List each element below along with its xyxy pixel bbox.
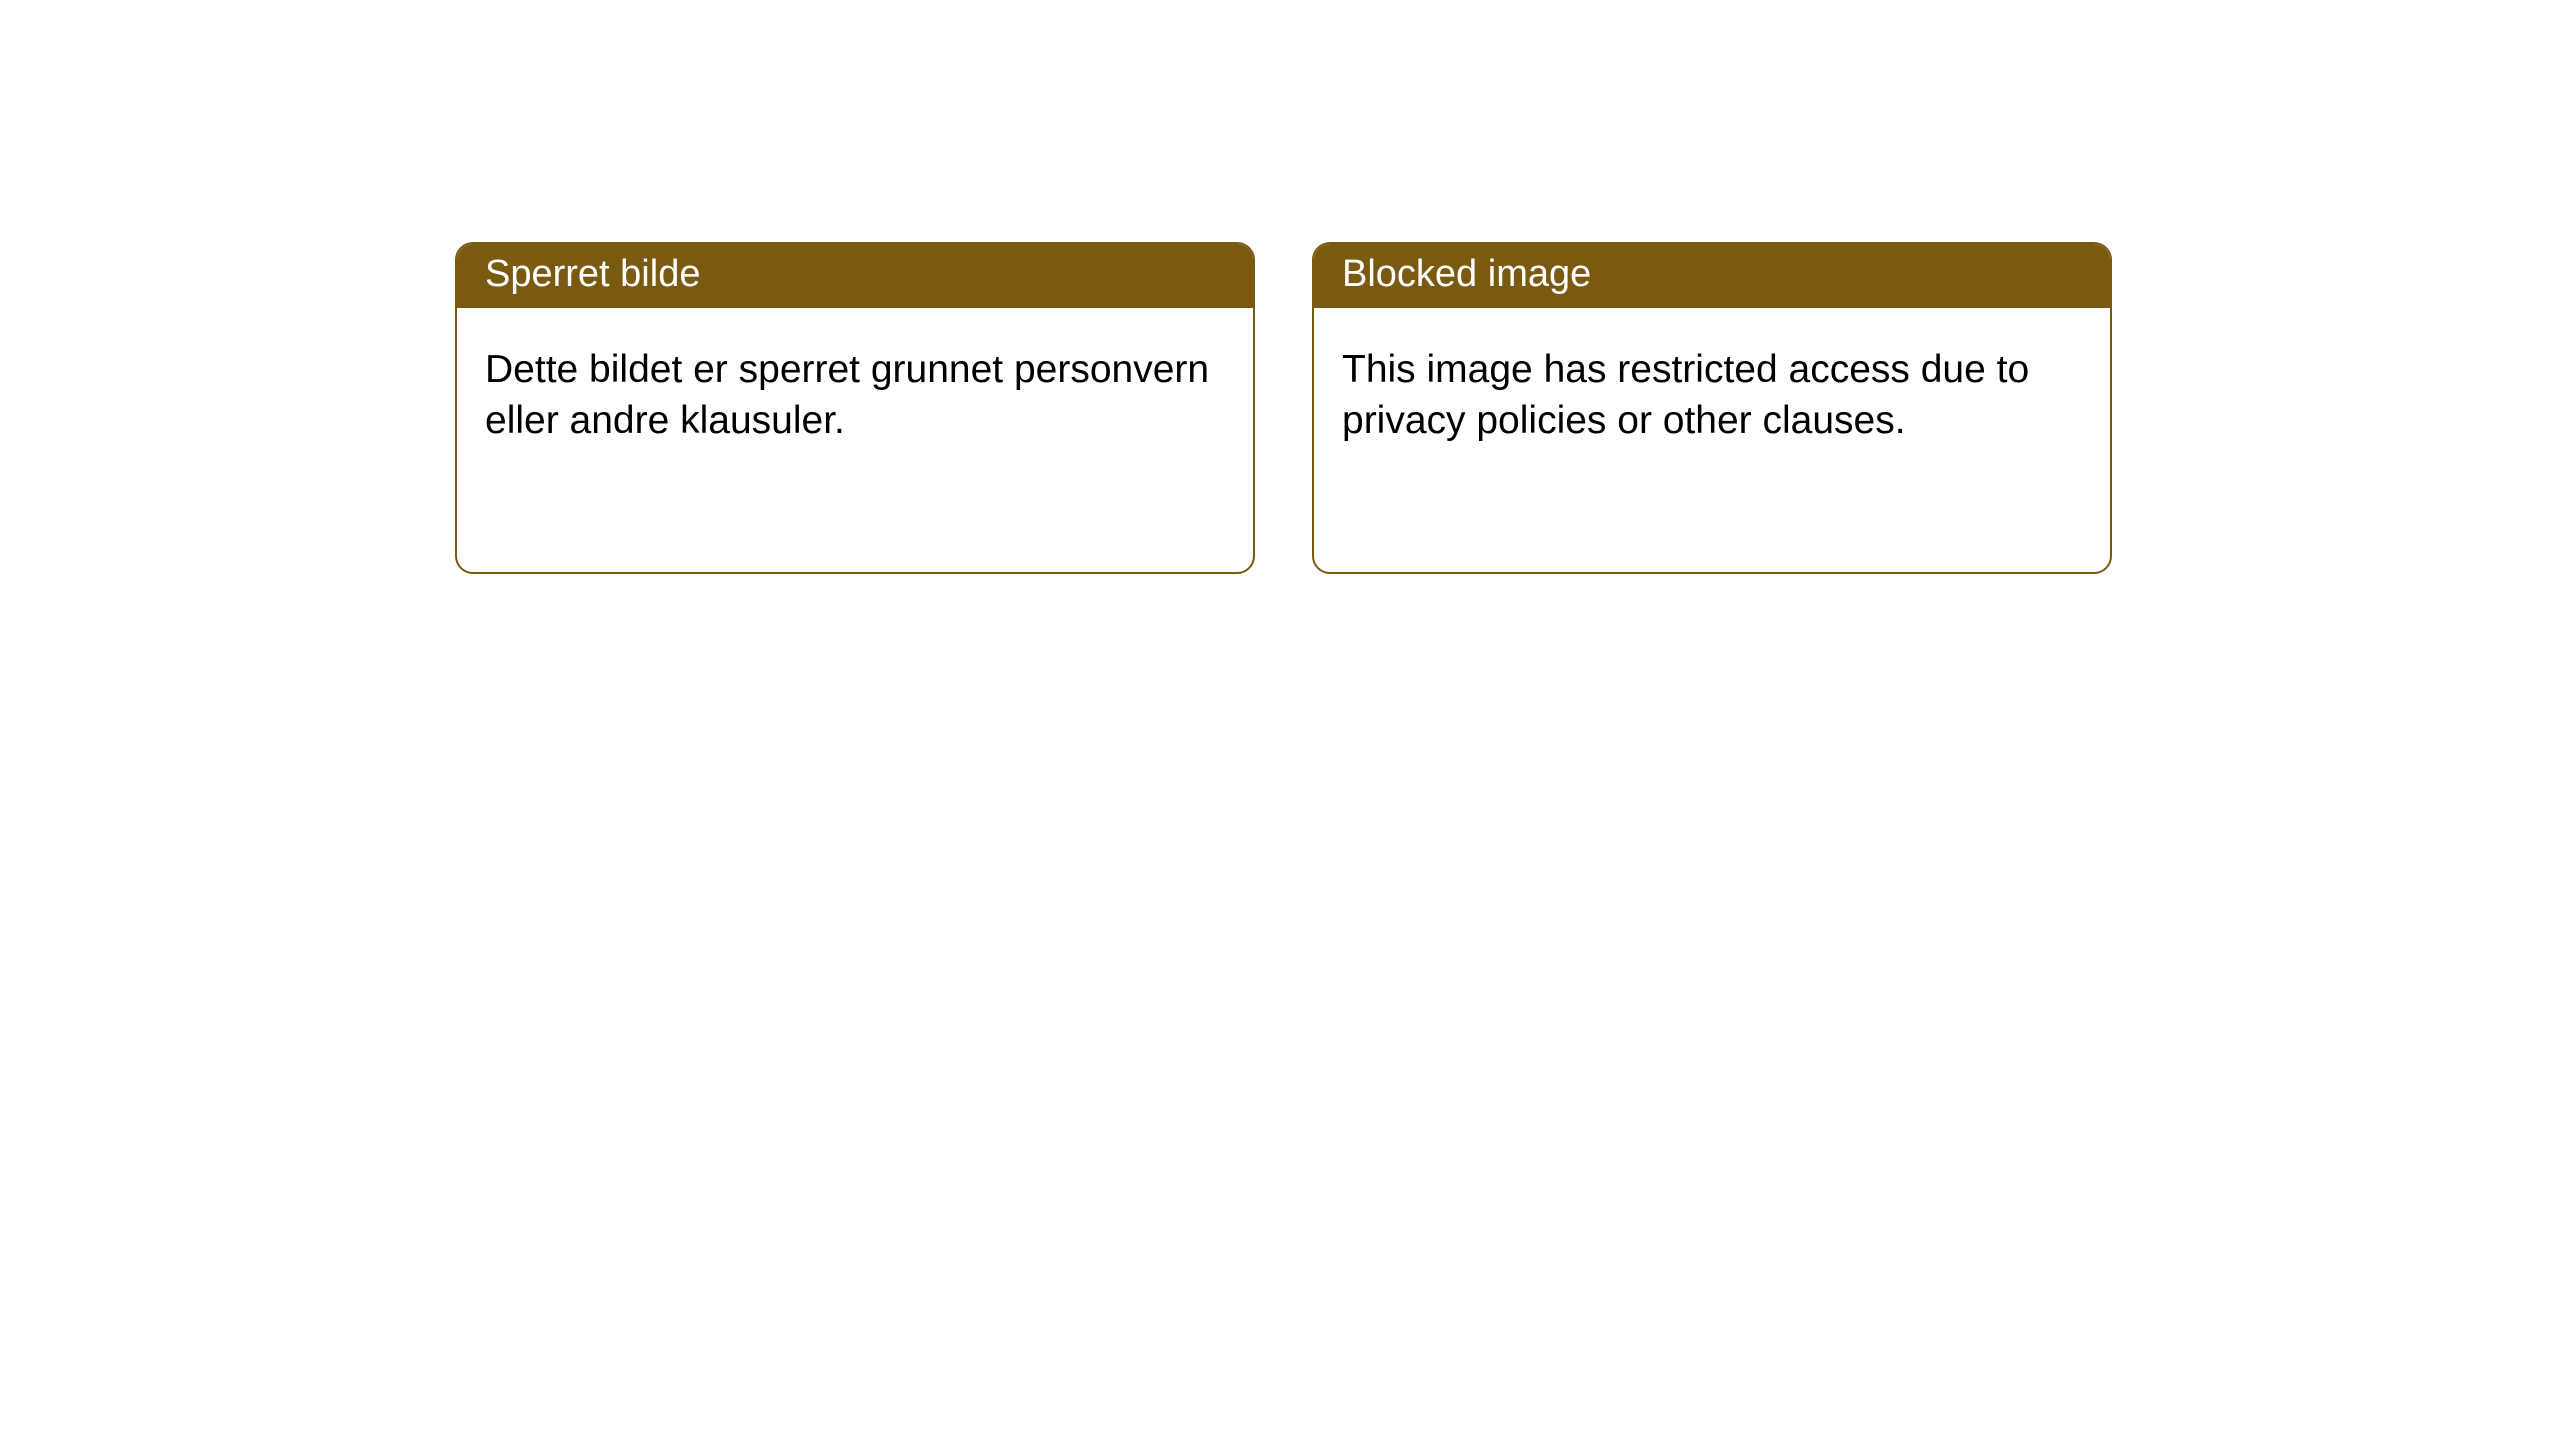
notice-card-norwegian: Sperret bilde Dette bildet er sperret gr… — [455, 242, 1255, 574]
notice-card-title: Blocked image — [1314, 244, 2110, 308]
notice-cards-container: Sperret bilde Dette bildet er sperret gr… — [455, 242, 2560, 574]
notice-card-body: Dette bildet er sperret grunnet personve… — [457, 308, 1253, 483]
notice-card-body: This image has restricted access due to … — [1314, 308, 2110, 483]
notice-card-title: Sperret bilde — [457, 244, 1253, 308]
notice-card-english: Blocked image This image has restricted … — [1312, 242, 2112, 574]
